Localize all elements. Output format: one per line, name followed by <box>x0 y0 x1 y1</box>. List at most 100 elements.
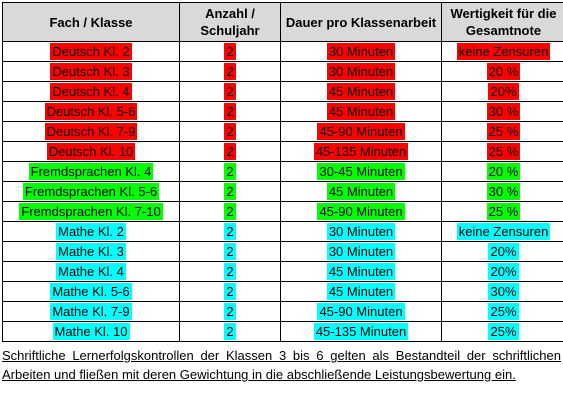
cell-wertigkeit-text: keine Zensuren <box>456 223 551 240</box>
cell-dauer: 45 Minuten <box>280 181 442 202</box>
cell-anzahl-text: 2 <box>224 163 236 180</box>
cell-dauer: 45-90 Minuten <box>280 201 442 222</box>
cell-dauer-text: 45 Minuten <box>326 183 396 200</box>
cell-anzahl-text: 2 <box>224 243 236 260</box>
cell-fach: Mathe Kl. 10 <box>2 321 180 342</box>
cell-dauer-text: 45-90 Minuten <box>317 303 405 320</box>
cell-anzahl-text: 2 <box>224 283 236 300</box>
cell-anzahl-text: 2 <box>224 223 236 240</box>
cell-anzahl: 2 <box>179 201 281 222</box>
cell-wertigkeit: keine Zensuren <box>441 41 563 62</box>
cell-wertigkeit: 25% <box>441 301 563 322</box>
cell-fach-text: Deutsch Kl. 5-6 <box>44 103 138 120</box>
klassenarbeiten-table: Fach / Klasse Anzahl / Schuljahr Dauer p… <box>2 2 563 342</box>
cell-anzahl-text: 2 <box>224 203 236 220</box>
cell-fach-text: Deutsch Kl. 2 <box>50 43 132 60</box>
cell-fach: Mathe Kl. 3 <box>2 241 180 262</box>
cell-fach-text: Fremdsprachen Kl. 7-10 <box>19 203 163 220</box>
cell-fach: Fremdsprachen Kl. 5-6 <box>2 181 180 202</box>
header-anzahl: Anzahl / Schuljahr <box>179 2 281 42</box>
table-row: Deutsch Kl. 7-9 2 45-90 Minuten 25 % <box>2 121 563 142</box>
cell-wertigkeit: 25 % <box>441 201 563 222</box>
cell-anzahl: 2 <box>179 41 281 62</box>
table-row: Mathe Kl. 4 2 45 Minuten 20% <box>2 261 563 282</box>
cell-dauer-text: 30 Minuten <box>326 63 396 80</box>
cell-dauer-text: 45-135 Minuten <box>313 323 409 340</box>
cell-fach-text: Mathe Kl. 2 <box>56 223 126 240</box>
cell-dauer-text: 45-90 Minuten <box>317 203 405 220</box>
cell-anzahl: 2 <box>179 161 281 182</box>
table-body: Deutsch Kl. 2 2 30 Minuten keine Zensuren De… <box>2 41 563 342</box>
cell-fach-text: Deutsch Kl. 3 <box>50 63 132 80</box>
cell-anzahl: 2 <box>179 81 281 102</box>
cell-wertigkeit-text: 25% <box>488 303 519 320</box>
cell-fach: Deutsch Kl. 10 <box>2 141 180 162</box>
cell-anzahl: 2 <box>179 241 281 262</box>
cell-fach: Fremdsprachen Kl. 4 <box>2 161 180 182</box>
cell-wertigkeit: 20% <box>441 81 563 102</box>
cell-fach: Mathe Kl. 5-6 <box>2 281 180 302</box>
header-wertigkeit: Wertigkeit für die Gesamtnote <box>441 2 563 42</box>
cell-anzahl: 2 <box>179 281 281 302</box>
cell-anzahl-text: 2 <box>224 83 236 100</box>
cell-anzahl: 2 <box>179 121 281 142</box>
cell-dauer: 45-90 Minuten <box>280 121 442 142</box>
cell-dauer-text: 45 Minuten <box>326 263 396 280</box>
header-dauer: Dauer pro Klassenarbeit <box>280 2 442 42</box>
cell-anzahl-text: 2 <box>224 63 236 80</box>
cell-fach: Mathe Kl. 7-9 <box>2 301 180 322</box>
cell-dauer: 45 Minuten <box>280 81 442 102</box>
cell-wertigkeit-text: 25 % <box>486 123 521 140</box>
header-fach: Fach / Klasse <box>2 2 180 42</box>
cell-anzahl-text: 2 <box>224 103 236 120</box>
table-row: Mathe Kl. 5-6 2 45 Minuten 30% <box>2 281 563 302</box>
table-row: Fremdsprachen Kl. 4 2 30-45 Minuten 20 % <box>2 161 563 182</box>
cell-anzahl-text: 2 <box>224 123 236 140</box>
document-page: Fach / Klasse Anzahl / Schuljahr Dauer p… <box>2 2 563 342</box>
cell-fach-text: Deutsch Kl. 10 <box>46 143 136 160</box>
cell-wertigkeit: keine Zensuren <box>441 221 563 242</box>
cell-wertigkeit-text: 25% <box>488 323 519 340</box>
cell-dauer-text: 30 Minuten <box>326 43 396 60</box>
cell-anzahl: 2 <box>179 321 281 342</box>
cell-fach: Deutsch Kl. 4 <box>2 81 180 102</box>
cell-wertigkeit: 25 % <box>441 141 563 162</box>
cell-anzahl: 2 <box>179 141 281 162</box>
cell-fach: Deutsch Kl. 5-6 <box>2 101 180 122</box>
cell-dauer: 30 Minuten <box>280 241 442 262</box>
table-header-row: Fach / Klasse Anzahl / Schuljahr Dauer p… <box>2 2 563 42</box>
cell-dauer: 45 Minuten <box>280 261 442 282</box>
cell-fach-text: Mathe Kl. 4 <box>56 263 126 280</box>
cell-anzahl-text: 2 <box>224 303 236 320</box>
cell-dauer-text: 30 Minuten <box>326 243 396 260</box>
table-row: Mathe Kl. 2 2 30 Minuten keine Zensuren <box>2 221 563 242</box>
cell-fach-text: Deutsch Kl. 4 <box>50 83 132 100</box>
cell-fach-text: Mathe Kl. 5-6 <box>50 283 132 300</box>
cell-wertigkeit-text: 30 % <box>486 103 521 120</box>
cell-dauer-text: 45-90 Minuten <box>317 123 405 140</box>
cell-dauer-text: 30 Minuten <box>326 223 396 240</box>
cell-fach-text: Fremdsprachen Kl. 4 <box>28 163 154 180</box>
table-row: Deutsch Kl. 4 2 45 Minuten 20% <box>2 81 563 102</box>
cell-anzahl-text: 2 <box>224 323 236 340</box>
cell-dauer: 30 Minuten <box>280 221 442 242</box>
cell-fach: Mathe Kl. 2 <box>2 221 180 242</box>
cell-wertigkeit: 30 % <box>441 181 563 202</box>
cell-fach-text: Deutsch Kl. 7-9 <box>44 123 138 140</box>
cell-fach: Deutsch Kl. 2 <box>2 41 180 62</box>
cell-wertigkeit: 20 % <box>441 161 563 182</box>
cell-wertigkeit: 25 % <box>441 121 563 142</box>
cell-anzahl-text: 2 <box>224 43 236 60</box>
table-row: Mathe Kl. 3 2 30 Minuten 20% <box>2 241 563 262</box>
cell-anzahl: 2 <box>179 301 281 322</box>
cell-wertigkeit: 30% <box>441 281 563 302</box>
cell-anzahl: 2 <box>179 261 281 282</box>
cell-dauer: 45 Minuten <box>280 281 442 302</box>
cell-anzahl-text: 2 <box>224 143 236 160</box>
table-row: Mathe Kl. 7-9 2 45-90 Minuten 25% <box>2 301 563 322</box>
cell-fach: Fremdsprachen Kl. 7-10 <box>2 201 180 222</box>
cell-wertigkeit-text: 25 % <box>486 203 521 220</box>
cell-anzahl-text: 2 <box>224 263 236 280</box>
cell-dauer-text: 45 Minuten <box>326 103 396 120</box>
cell-anzahl: 2 <box>179 101 281 122</box>
